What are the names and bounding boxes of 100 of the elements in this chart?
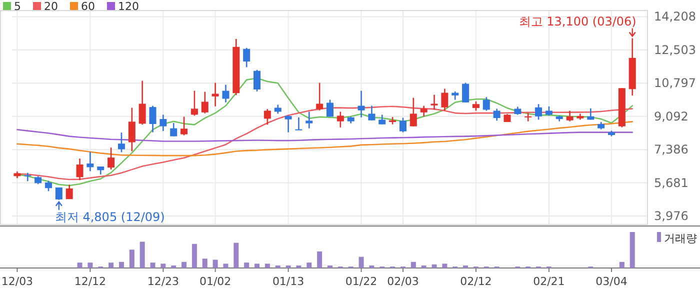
x-tick-label: 02/21 [533,275,565,288]
bar [619,262,624,268]
candlestick [86,151,94,172]
candlestick [44,180,52,192]
y-tick-label: 5,681 [654,176,688,190]
candlestick [138,80,146,126]
annotation: 최저 4,805 (12/09) [54,200,165,224]
bar [202,258,208,268]
candlestick [441,88,448,112]
x-tick-label: 01/13 [272,275,304,288]
bar [275,265,280,268]
candlestick [462,82,470,104]
candlestick [306,111,313,129]
candlestick [358,90,365,118]
bar [630,232,635,268]
candlestick [482,96,490,112]
candlestick [180,116,188,136]
bar [254,264,260,268]
legend-label: 5 [14,0,21,13]
candlestick [66,184,73,200]
candlestick [566,110,574,122]
bar [192,244,197,268]
candlestick [264,108,271,126]
bar [150,262,156,268]
bar [108,262,114,268]
y-tick-label: 3,976 [654,209,688,223]
bar [212,260,218,268]
candlestick [493,108,500,122]
bar [88,262,93,268]
candlestick [55,186,62,201]
candlestick [254,69,261,92]
y-tick-label: 12,503 [654,42,696,57]
x-tick-label: 01/02 [199,275,232,288]
legend-label: 20 [44,0,58,13]
y-tick-label: 9,092 [654,109,688,124]
x-tick-label: 12/03 [1,275,34,288]
bar [129,250,134,268]
candlestick [108,146,115,170]
bar [77,262,82,268]
bar [286,265,291,268]
candlestick [284,114,292,133]
candlestick [368,105,376,121]
annotation: 최고 13,100 (03/06) [518,14,636,28]
x-tick-label: 02/12 [460,275,492,288]
bar [317,251,322,268]
bar [223,264,228,268]
bar [244,262,250,268]
bar [421,265,426,268]
bar [463,265,468,268]
bar [140,242,145,268]
bar [410,262,416,268]
candlestick [316,82,324,112]
candlestick [243,47,250,68]
candlestick [378,114,386,125]
bar [182,262,187,268]
candlestick [535,103,542,120]
candlestick [410,97,417,127]
bar [264,264,270,268]
bar [442,264,448,268]
candlestick [160,114,167,132]
legend-label: 60 [81,0,95,13]
candlestick [430,94,438,110]
y-tick-label: 7,386 [654,142,688,157]
candlestick [420,105,428,117]
y-tick-label: 14,208 [654,10,696,24]
bar [306,262,312,268]
candlestick [190,90,198,116]
candlestick [295,116,302,131]
candlestick [222,84,230,104]
bar [296,265,302,268]
candlestick [545,106,552,116]
bar [358,256,364,268]
bar [328,265,332,268]
candlestick [201,91,208,114]
annotation: 최고 13,100 (03/06) [518,14,636,38]
x-tick-label: 03/04 [596,275,628,288]
bar [160,264,166,268]
x-tick-label: 02/03 [387,275,419,288]
bar [369,265,374,268]
candlestick [336,111,344,128]
x-tick-label: 01/22 [345,275,378,288]
candlestick [326,99,334,118]
candlestick [472,100,480,112]
candlestick [149,105,156,133]
legend: 거래량 [657,232,697,245]
x-tick-label: 12/12 [74,275,106,288]
candlestick [212,82,219,108]
candlestick [170,122,178,137]
bar [171,265,176,268]
bar [432,264,437,268]
legend-label: 거래량 [664,232,697,245]
bar [234,242,239,268]
x-tick-label: 12/23 [147,275,180,288]
candlestick [24,172,32,182]
bar [118,262,124,268]
candlestick [399,117,406,133]
legend-label: 120 [118,0,139,13]
annotation: 최저 4,805 (12/09) [54,210,165,224]
candlestick [128,107,136,152]
candlestick [118,132,125,153]
